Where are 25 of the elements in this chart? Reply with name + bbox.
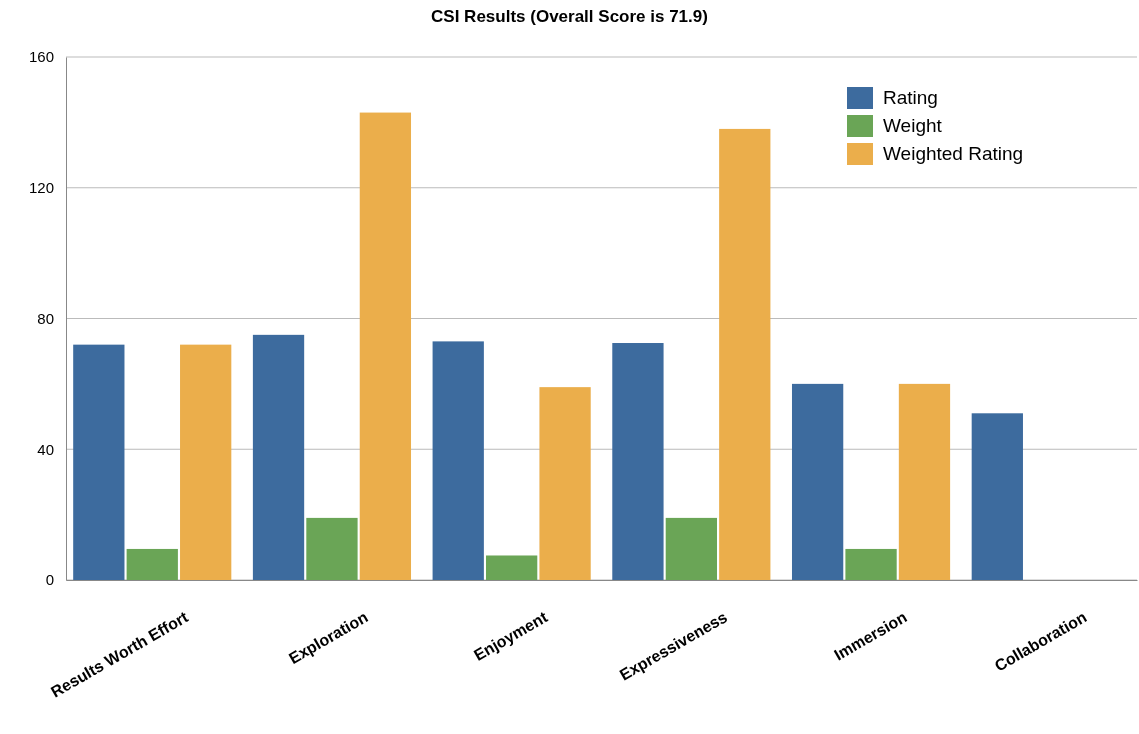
bar	[180, 344, 232, 580]
bar	[252, 334, 305, 580]
chart-title: CSI Results (Overall Score is 71.9)	[431, 7, 708, 26]
legend-label: Rating	[883, 87, 938, 108]
bar	[359, 112, 412, 580]
bar	[898, 383, 951, 580]
bar	[539, 387, 591, 580]
y-tick-label: 80	[37, 309, 54, 327]
bar	[126, 548, 178, 580]
y-tick-label: 160	[28, 48, 54, 66]
legend-label: Weighted Rating	[883, 143, 1024, 164]
y-tick-label: 40	[37, 440, 54, 458]
bar	[73, 344, 125, 580]
bar	[486, 555, 538, 580]
bar	[306, 517, 358, 580]
y-tick-label: 0	[45, 571, 54, 589]
bar	[612, 343, 664, 580]
bar	[665, 517, 717, 580]
bar	[971, 413, 1023, 580]
y-tick-label: 120	[28, 179, 54, 197]
bar	[719, 128, 771, 580]
legend-label: Weight	[883, 115, 943, 136]
bar	[845, 548, 897, 580]
bar	[432, 341, 484, 580]
bar	[791, 383, 844, 580]
